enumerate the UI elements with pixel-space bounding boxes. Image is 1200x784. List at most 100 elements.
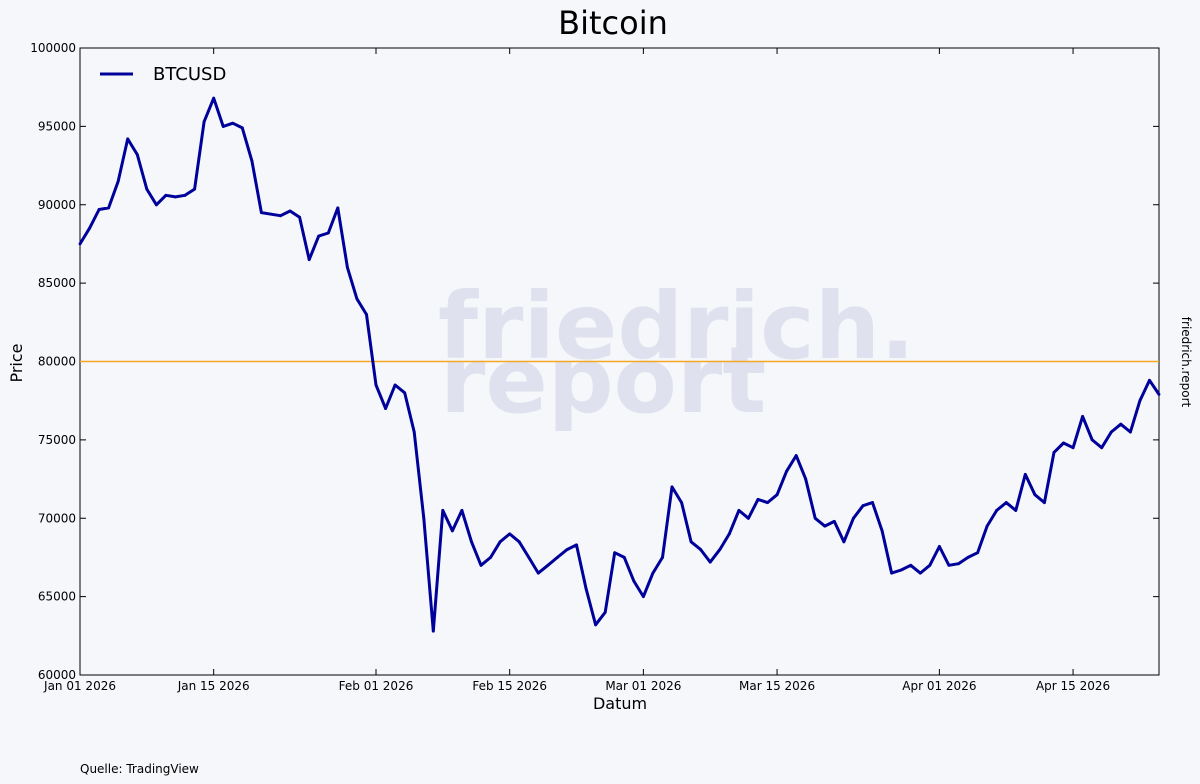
data-point	[594, 623, 598, 627]
data-point	[345, 266, 349, 269]
data-point	[727, 532, 731, 536]
data-points	[78, 96, 1161, 633]
x-tick-label: Apr 01 2026	[902, 679, 976, 693]
data-point	[365, 313, 368, 316]
data-point	[250, 159, 254, 163]
data-point	[785, 469, 789, 473]
data-point	[489, 556, 492, 559]
data-point	[823, 524, 827, 528]
y-tick-label: 90000	[38, 198, 76, 212]
data-point	[842, 540, 846, 544]
y-tick-label: 85000	[38, 276, 76, 290]
data-point	[231, 121, 235, 125]
data-point	[479, 563, 483, 567]
data-point	[918, 571, 922, 575]
data-point	[221, 124, 225, 128]
data-point	[527, 556, 531, 559]
data-point	[517, 540, 521, 544]
data-point	[852, 516, 855, 520]
x-axis-label: Datum	[593, 694, 647, 713]
data-point	[613, 551, 617, 555]
data-point	[97, 208, 101, 211]
data-point	[966, 556, 970, 559]
y-tick-label: 60000	[38, 668, 76, 682]
data-point	[1148, 378, 1151, 382]
data-point	[450, 529, 454, 533]
data-point	[1109, 430, 1113, 434]
data-point	[174, 195, 177, 199]
data-point	[890, 571, 894, 575]
data-point	[775, 493, 779, 497]
series-line-btcusd	[78, 96, 1161, 633]
x-tick-label: Apr 15 2026	[1036, 679, 1110, 693]
y-axis: 60000 65000 70000 75000 80000 85000 90000 95000…	[30, 41, 1159, 682]
data-point	[584, 587, 588, 591]
data-point	[536, 571, 540, 575]
data-point	[699, 548, 703, 551]
data-point	[126, 137, 130, 141]
data-point	[384, 407, 387, 410]
data-point	[1071, 446, 1075, 450]
data-point	[1138, 399, 1142, 403]
data-point	[279, 214, 282, 218]
data-point	[947, 563, 951, 567]
data-point	[164, 193, 168, 197]
data-point	[899, 568, 903, 572]
data-point	[154, 203, 158, 207]
data-point	[183, 193, 187, 197]
data-point	[661, 556, 664, 559]
data-point	[240, 126, 244, 130]
data-point	[670, 485, 674, 489]
data-point	[460, 509, 464, 512]
watermark: friedrich. report	[438, 273, 915, 434]
data-point	[651, 571, 655, 575]
data-point	[957, 562, 960, 566]
data-point	[1100, 446, 1104, 450]
data-point	[861, 504, 865, 508]
data-point	[412, 430, 416, 434]
side-brand-label: friedrich.report	[1179, 317, 1193, 408]
data-point	[317, 234, 321, 238]
data-point	[794, 454, 798, 457]
data-point	[985, 524, 989, 528]
data-point	[441, 509, 445, 512]
source-note: Quelle: TradingView	[80, 762, 199, 776]
watermark-line2: report	[440, 327, 766, 434]
data-point	[1081, 414, 1085, 418]
data-point	[575, 543, 578, 547]
data-point	[813, 516, 817, 520]
data-point	[632, 579, 636, 583]
data-point	[107, 206, 111, 210]
data-point	[269, 212, 273, 216]
data-point	[508, 532, 512, 536]
data-point	[622, 556, 626, 559]
x-axis: Jan 01 2026 Jan 15 2026 Feb 01 2026 Feb 15 …	[43, 48, 1110, 693]
data-point	[393, 383, 397, 387]
data-point	[737, 509, 741, 512]
data-point	[116, 179, 120, 183]
data-point	[995, 509, 999, 512]
data-point	[718, 548, 722, 551]
data-point	[689, 540, 693, 544]
data-point	[260, 211, 263, 214]
legend: BTCUSD	[100, 64, 226, 85]
y-tick-label: 65000	[38, 590, 76, 604]
y-tick-label: 95000	[38, 119, 76, 133]
data-point	[1052, 451, 1056, 454]
data-point	[1119, 422, 1123, 426]
y-tick-label: 80000	[38, 355, 76, 369]
data-point	[1157, 393, 1161, 396]
data-point	[88, 226, 91, 230]
x-tick-label: Feb 15 2026	[472, 679, 547, 693]
data-point	[470, 540, 473, 544]
data-point	[832, 519, 836, 523]
data-point	[193, 187, 196, 191]
data-point	[766, 501, 769, 504]
x-tick-label: Jan 15 2026	[177, 679, 250, 693]
data-point	[78, 242, 82, 246]
data-point	[1128, 430, 1132, 434]
data-point	[546, 563, 550, 567]
y-tick-label: 100000	[30, 41, 76, 55]
data-point	[928, 563, 932, 567]
